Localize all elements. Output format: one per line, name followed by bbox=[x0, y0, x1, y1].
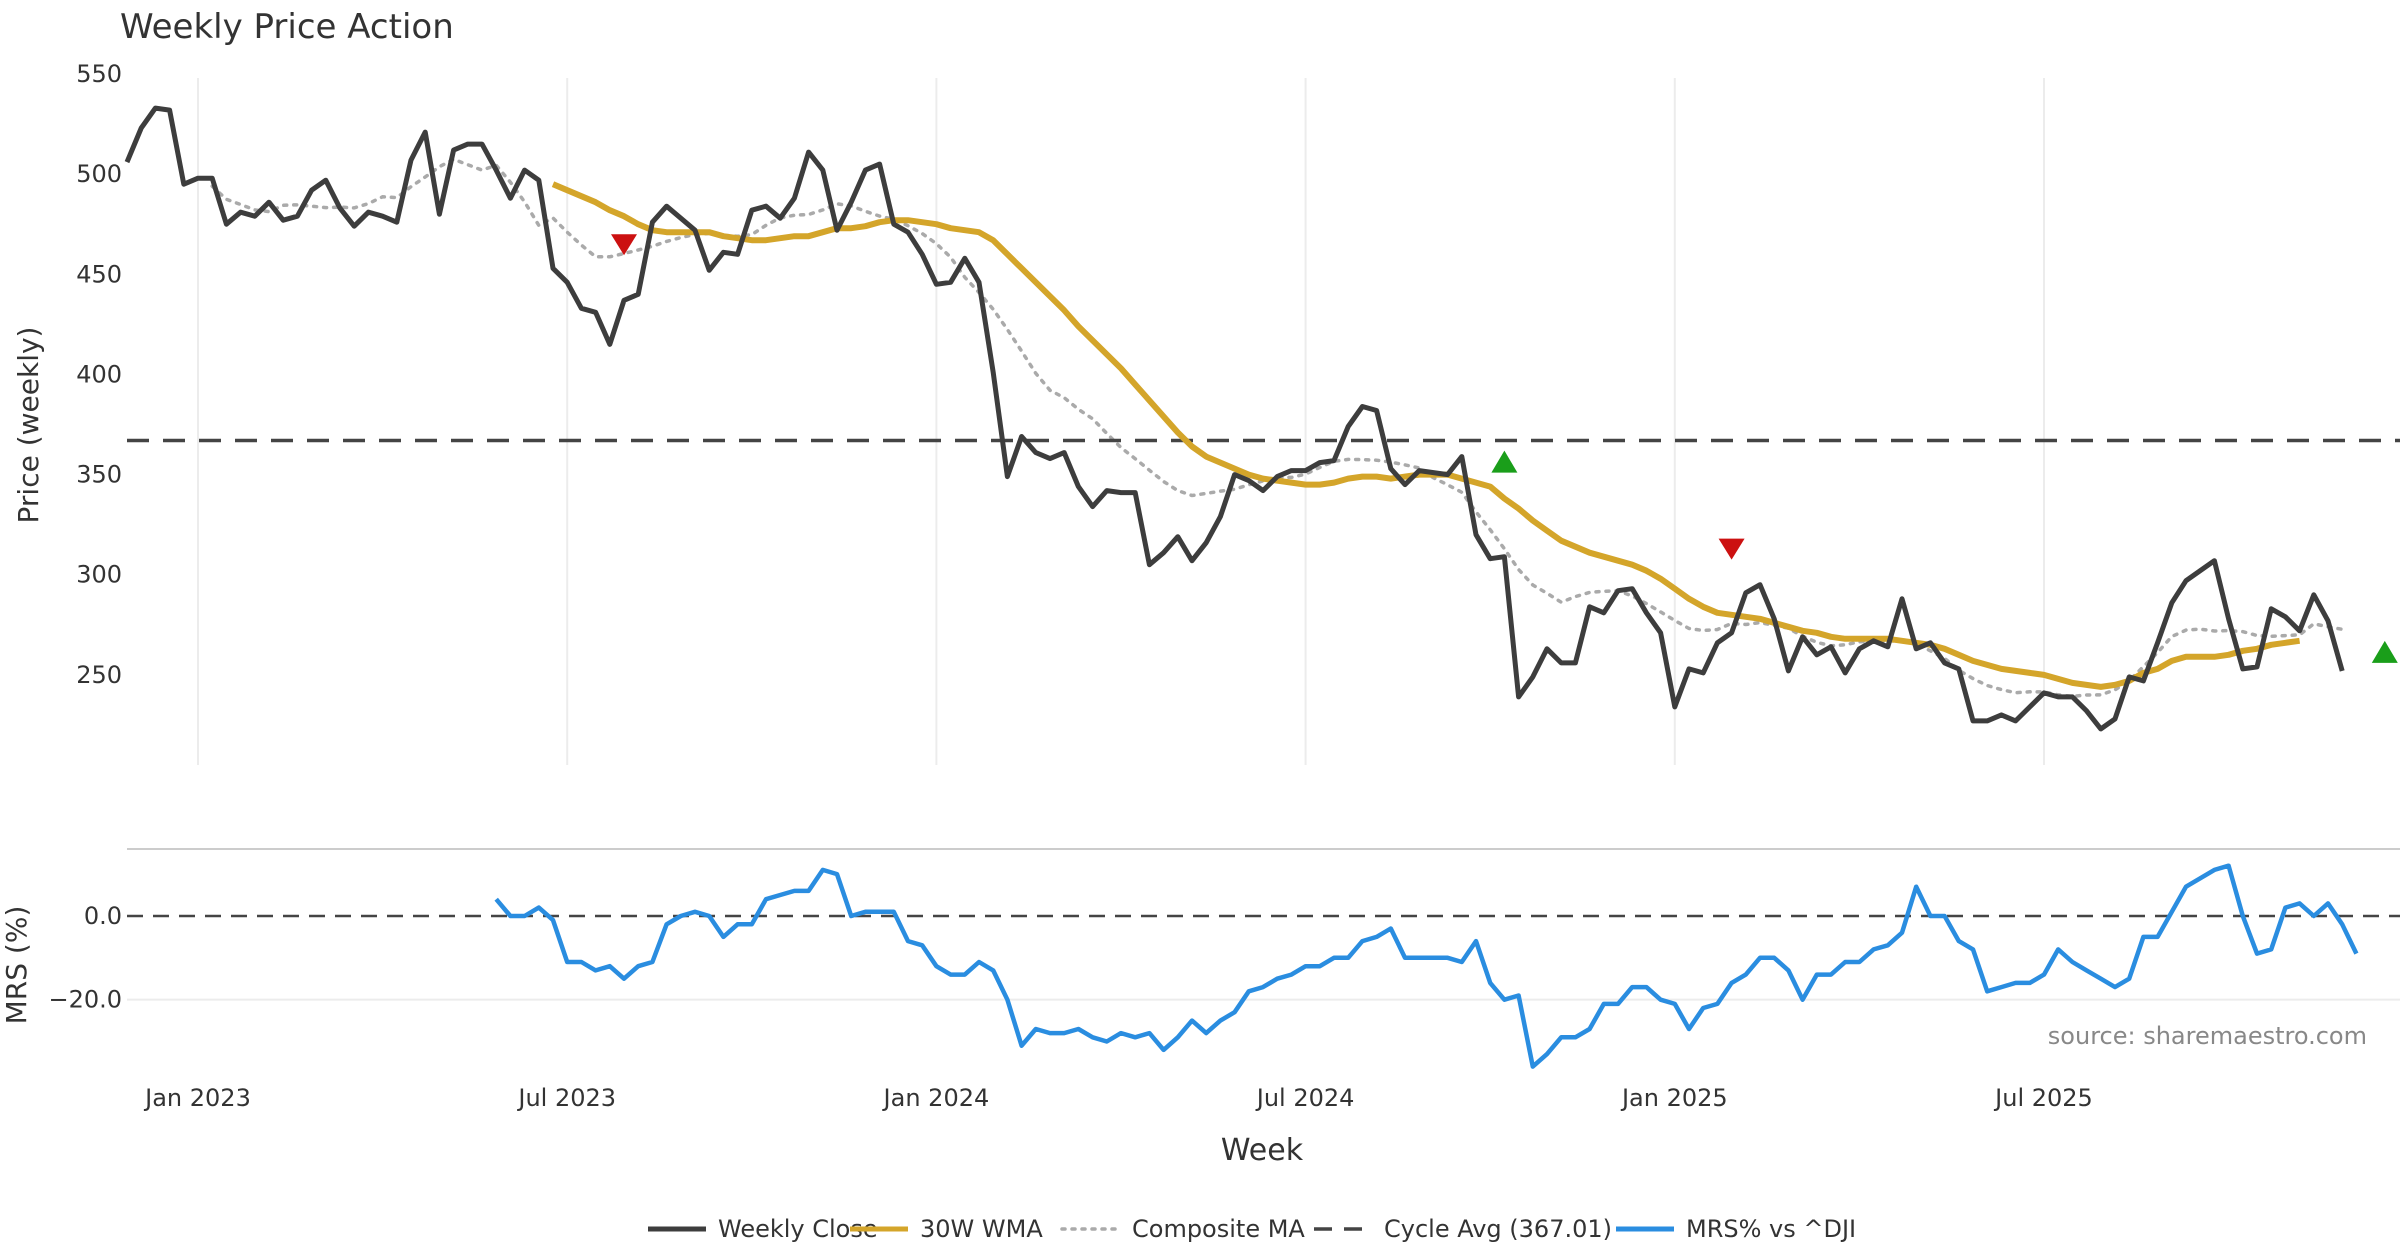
sell-signal-marker bbox=[611, 234, 637, 256]
price-y-tick-label: 450 bbox=[76, 260, 122, 288]
legend: Weekly Close 30W WMA Composite MA Cycle Avg… bbox=[648, 1215, 1856, 1243]
signal-markers bbox=[611, 234, 2398, 663]
source-note: source: sharemaestro.com bbox=[2048, 1022, 2367, 1050]
grid-lines bbox=[127, 78, 2400, 1001]
x-tick-label: Jul 2024 bbox=[1255, 1084, 1355, 1112]
legend-label: Composite MA bbox=[1132, 1215, 1305, 1243]
legend-item: Cycle Avg (367.01) bbox=[1314, 1215, 1612, 1243]
chart-title: Weekly Price Action bbox=[120, 7, 454, 47]
x-tick-label: Jul 2025 bbox=[1993, 1084, 2093, 1112]
legend-item: Composite MA bbox=[1060, 1215, 1305, 1243]
legend-item: Weekly Close bbox=[648, 1215, 878, 1243]
price-y-axis-label: Price (weekly) bbox=[12, 327, 45, 524]
x-tick-label: Jan 2024 bbox=[882, 1084, 990, 1112]
mrs-y-axis-label: MRS (%) bbox=[0, 906, 33, 1025]
mrs-y-tick-label: 0.0 bbox=[84, 902, 122, 930]
x-tick-labels: Jan 2023 Jul 2023 Jan 2024 Jul 2024 Jan 2025… bbox=[143, 1084, 2093, 1112]
mrs-y-tick-label: −20.0 bbox=[48, 986, 122, 1014]
price-y-tick-label: 350 bbox=[76, 461, 122, 489]
price-y-tick-label: 500 bbox=[76, 160, 122, 188]
buy-signal-marker bbox=[1491, 450, 1518, 473]
x-tick-label: Jan 2025 bbox=[1620, 1084, 1728, 1112]
sell-signal-marker bbox=[1718, 538, 1745, 560]
x-tick-label: Jul 2023 bbox=[516, 1084, 616, 1112]
mrs-y-tick-labels: 0.0 −20.0 bbox=[48, 902, 122, 1014]
price-y-tick-label: 550 bbox=[76, 60, 122, 88]
legend-label: Cycle Avg (367.01) bbox=[1384, 1215, 1612, 1243]
price-y-tick-label: 300 bbox=[76, 561, 122, 589]
buy-signal-marker bbox=[2371, 640, 2398, 663]
legend-label: 30W WMA bbox=[920, 1215, 1043, 1243]
price-y-tick-label: 250 bbox=[76, 661, 122, 689]
weekly-close-line bbox=[124, 105, 2345, 732]
x-axis-label: Week bbox=[1221, 1133, 1304, 1168]
legend-label: MRS% vs ^DJI bbox=[1686, 1215, 1856, 1243]
wma-30w-line bbox=[551, 181, 2301, 690]
legend-item: 30W WMA bbox=[850, 1215, 1043, 1243]
x-tick-label: Jan 2023 bbox=[143, 1084, 251, 1112]
legend-item: MRS% vs ^DJI bbox=[1616, 1215, 1856, 1243]
composite-ma-line bbox=[210, 157, 2344, 699]
price-y-tick-label: 400 bbox=[76, 360, 122, 388]
price-y-tick-labels: 250 300 350 400 450 500 550 bbox=[76, 60, 122, 689]
mrs-line bbox=[494, 863, 2359, 1069]
